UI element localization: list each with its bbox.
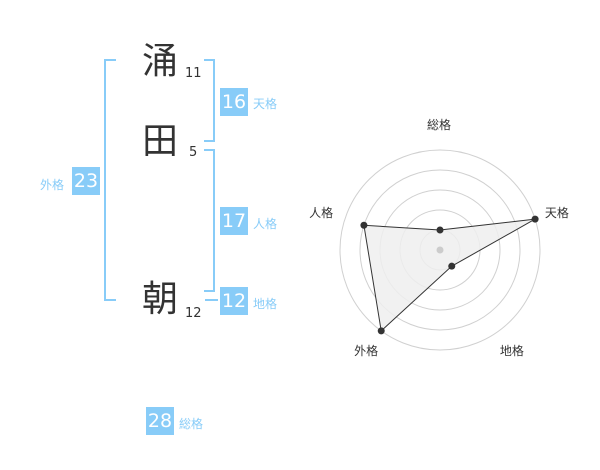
chikaku-connector — [205, 299, 218, 301]
soukaku-badge: 28 — [146, 407, 174, 435]
char-2-strokes: 5 — [189, 145, 198, 160]
jinkaku-label: 人格 — [253, 217, 278, 231]
soukaku-label: 総格 — [179, 417, 204, 431]
radar-point — [448, 262, 456, 270]
radar-axis-label: 人格 — [309, 205, 334, 220]
radar-ring — [359, 169, 521, 331]
jinkaku-badge: 17 — [220, 207, 248, 235]
chikaku-badge: 12 — [220, 287, 248, 315]
radar-area — [363, 218, 536, 332]
gaikaku-bracket — [104, 59, 116, 301]
char-2: 田 — [142, 121, 179, 162]
radar-point — [377, 327, 385, 335]
radar-axis-label: 地格 — [499, 344, 524, 359]
radar-point — [531, 215, 539, 223]
gaikaku-label: 外格 — [40, 178, 65, 192]
char-3: 朝 — [142, 279, 179, 320]
radar-point — [360, 221, 368, 229]
radar-ring — [339, 149, 541, 351]
tenkaku-label: 天格 — [253, 97, 278, 111]
tenkaku-badge: 16 — [220, 88, 248, 116]
jinkaku-bracket — [204, 149, 215, 292]
gaikaku-badge: 23 — [72, 167, 100, 195]
tenkaku-bracket — [204, 59, 215, 142]
radar-axis-label: 総格 — [427, 118, 452, 132]
chikaku-label: 地格 — [253, 297, 278, 311]
char-3-strokes: 12 — [185, 306, 202, 321]
radar-axis-label: 外格 — [354, 344, 379, 359]
char-1: 涌 — [142, 41, 179, 82]
radar-axis-label: 天格 — [544, 205, 569, 220]
radar-point — [436, 226, 444, 234]
radar-center — [436, 246, 444, 254]
char-1-strokes: 11 — [185, 66, 202, 81]
